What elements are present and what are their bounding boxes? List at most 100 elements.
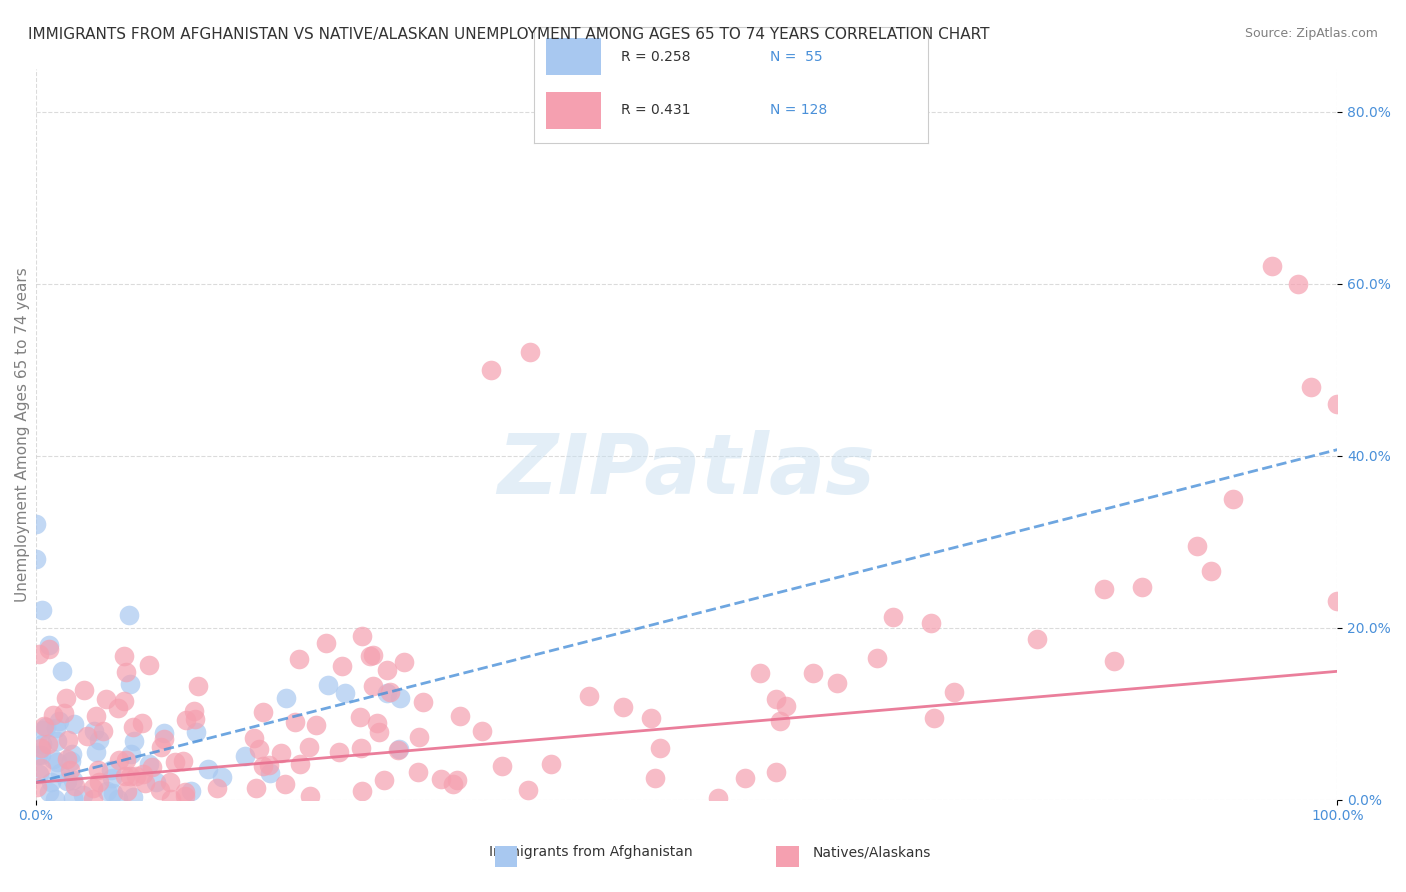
Point <box>149 783 172 797</box>
Point <box>107 792 129 806</box>
Y-axis label: Unemployment Among Ages 65 to 74 years: Unemployment Among Ages 65 to 74 years <box>15 267 30 601</box>
Point <box>519 345 541 359</box>
Point <box>62 790 84 805</box>
Text: ZIPatlas: ZIPatlas <box>498 430 876 511</box>
Point <box>734 772 756 786</box>
Point <box>60 747 83 762</box>
Point <box>44 792 66 806</box>
Point <box>373 772 395 787</box>
Point <box>283 715 305 730</box>
Point <box>55 691 77 706</box>
Point <box>107 701 129 715</box>
Point <box>31 723 53 738</box>
Point <box>290 756 312 771</box>
Point <box>87 763 110 777</box>
Point <box>45 756 67 770</box>
Point <box>315 636 337 650</box>
Point <box>1185 539 1208 553</box>
Point <box>349 710 371 724</box>
Point <box>59 763 82 777</box>
Point <box>471 723 494 738</box>
Point <box>115 784 138 798</box>
Point <box>56 752 79 766</box>
Point <box>259 766 281 780</box>
Point <box>408 730 430 744</box>
Point <box>30 761 52 775</box>
Point <box>49 766 72 780</box>
Point <box>765 765 787 780</box>
Point <box>359 648 381 663</box>
Point <box>491 758 513 772</box>
Point <box>45 721 67 735</box>
Point <box>1326 397 1348 411</box>
Point <box>96 692 118 706</box>
Point <box>87 733 110 747</box>
Point <box>207 781 229 796</box>
Point <box>122 790 145 805</box>
Point <box>412 695 434 709</box>
Point <box>775 699 797 714</box>
Point <box>82 780 104 795</box>
Text: Natives/Alaskans: Natives/Alaskans <box>813 846 931 859</box>
Point <box>350 740 373 755</box>
Point <box>769 714 792 728</box>
Point <box>165 755 187 769</box>
Point <box>37 737 59 751</box>
Point <box>184 724 207 739</box>
Point <box>173 789 195 803</box>
Point <box>882 610 904 624</box>
Point <box>51 664 73 678</box>
Point <box>91 723 114 738</box>
Point <box>114 665 136 680</box>
Point <box>375 664 398 678</box>
Point <box>252 706 274 720</box>
Text: R = 0.258: R = 0.258 <box>621 50 690 64</box>
Point <box>361 648 384 662</box>
Point <box>84 745 107 759</box>
Point <box>83 723 105 738</box>
Point <box>1199 564 1222 578</box>
Point <box>765 692 787 706</box>
Point <box>922 711 945 725</box>
Point <box>361 679 384 693</box>
Point <box>1026 632 1049 646</box>
Point <box>24 552 46 566</box>
Text: Immigrants from Afghanistan: Immigrants from Afghanistan <box>489 846 692 859</box>
Point <box>288 652 311 666</box>
Point <box>183 712 205 726</box>
Point <box>375 686 398 700</box>
Point <box>63 779 86 793</box>
Point <box>48 714 70 728</box>
Point <box>138 757 160 772</box>
Point <box>120 747 142 761</box>
Point <box>387 743 409 757</box>
Point <box>247 741 270 756</box>
Point <box>211 770 233 784</box>
Point <box>30 740 52 755</box>
Point <box>233 749 256 764</box>
Point <box>114 753 136 767</box>
Point <box>31 603 53 617</box>
Point <box>330 659 353 673</box>
Text: R = 0.431: R = 0.431 <box>621 103 690 117</box>
Point <box>27 647 49 661</box>
Point <box>173 785 195 799</box>
Point <box>441 777 464 791</box>
Point <box>39 775 62 789</box>
Point <box>76 729 98 743</box>
Point <box>1132 580 1154 594</box>
Point <box>62 772 84 787</box>
Point <box>648 740 671 755</box>
Point <box>45 734 67 748</box>
Point <box>112 694 135 708</box>
Point <box>38 784 60 798</box>
Point <box>31 738 53 752</box>
Point <box>183 704 205 718</box>
FancyBboxPatch shape <box>546 38 602 76</box>
Point <box>132 766 155 780</box>
Point <box>160 791 183 805</box>
Point <box>274 690 297 705</box>
Point <box>72 788 94 802</box>
Point <box>1092 582 1115 597</box>
Point <box>1222 491 1244 506</box>
